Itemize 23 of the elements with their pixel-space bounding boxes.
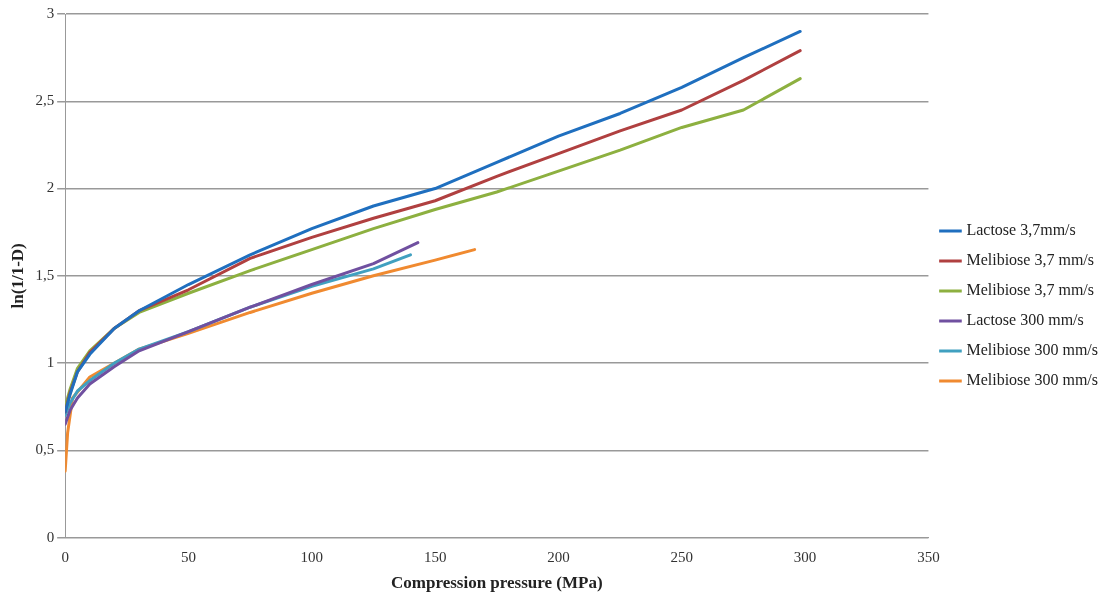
x-tick-label: 300 [793, 548, 817, 565]
x-tick-label: 0 [61, 548, 69, 565]
y-axis-title: ln(1/1-D) [7, 243, 27, 309]
y-tick-label: 2,5 [35, 92, 55, 109]
x-tick-label: 200 [547, 548, 570, 565]
x-tick-label: 250 [670, 548, 694, 565]
y-tick-label: 1,5 [35, 266, 55, 283]
x-tick-label: 50 [180, 548, 196, 565]
y-tick-label: 1 [46, 354, 55, 370]
legend-label: Melibiose 3,7 mm/s [966, 281, 1095, 299]
y-tick-label: 2 [46, 179, 55, 196]
y-tick-label: 3 [46, 4, 55, 21]
legend-label: Lactose 3,7mm/s [966, 221, 1076, 239]
legend-label: Melibiose 3,7 mm/s [966, 251, 1095, 269]
x-axis-title: Compression pressure (MPa) [391, 573, 603, 593]
x-tick-label: 150 [423, 548, 447, 565]
x-tick-label: 350 [917, 548, 940, 565]
x-tick-label: 100 [300, 548, 324, 565]
y-tick-label: 0 [46, 528, 55, 545]
legend-label: Melibiose 300 mm/s [966, 341, 1099, 359]
legend-label: Lactose 300 mm/s [966, 311, 1084, 329]
y-tick-label: 0,5 [35, 441, 55, 458]
legend-label: Melibiose 300 mm/s [966, 371, 1099, 389]
